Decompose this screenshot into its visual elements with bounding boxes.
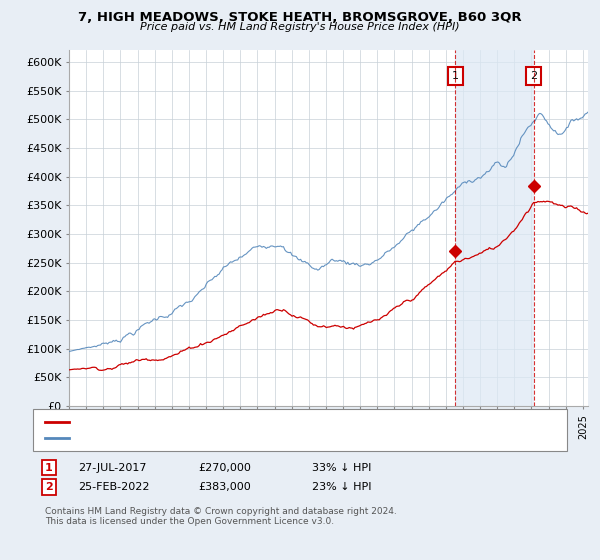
Text: 27-JUL-2017: 27-JUL-2017: [78, 463, 146, 473]
Text: 23% ↓ HPI: 23% ↓ HPI: [312, 482, 371, 492]
Text: Contains HM Land Registry data © Crown copyright and database right 2024.
This d: Contains HM Land Registry data © Crown c…: [45, 507, 397, 526]
Text: £383,000: £383,000: [198, 482, 251, 492]
Text: 33% ↓ HPI: 33% ↓ HPI: [312, 463, 371, 473]
Text: 7, HIGH MEADOWS, STOKE HEATH, BROMSGROVE, B60 3QR: 7, HIGH MEADOWS, STOKE HEATH, BROMSGROVE…: [78, 11, 522, 24]
Text: 25-FEB-2022: 25-FEB-2022: [78, 482, 149, 492]
Bar: [455, 50, 534, 406]
Text: 2: 2: [530, 71, 537, 81]
Text: 1: 1: [45, 463, 53, 473]
Text: 2: 2: [45, 482, 53, 492]
Text: Price paid vs. HM Land Registry's House Price Index (HPI): Price paid vs. HM Land Registry's House …: [140, 22, 460, 32]
Text: 1: 1: [452, 71, 459, 81]
Text: £270,000: £270,000: [198, 463, 251, 473]
Text: 7, HIGH MEADOWS, STOKE HEATH, BROMSGROVE, B60 3QR (detached house): 7, HIGH MEADOWS, STOKE HEATH, BROMSGROVE…: [75, 419, 457, 429]
Text: HPI: Average price, detached house, Bromsgrove: HPI: Average price, detached house, Brom…: [75, 435, 314, 445]
